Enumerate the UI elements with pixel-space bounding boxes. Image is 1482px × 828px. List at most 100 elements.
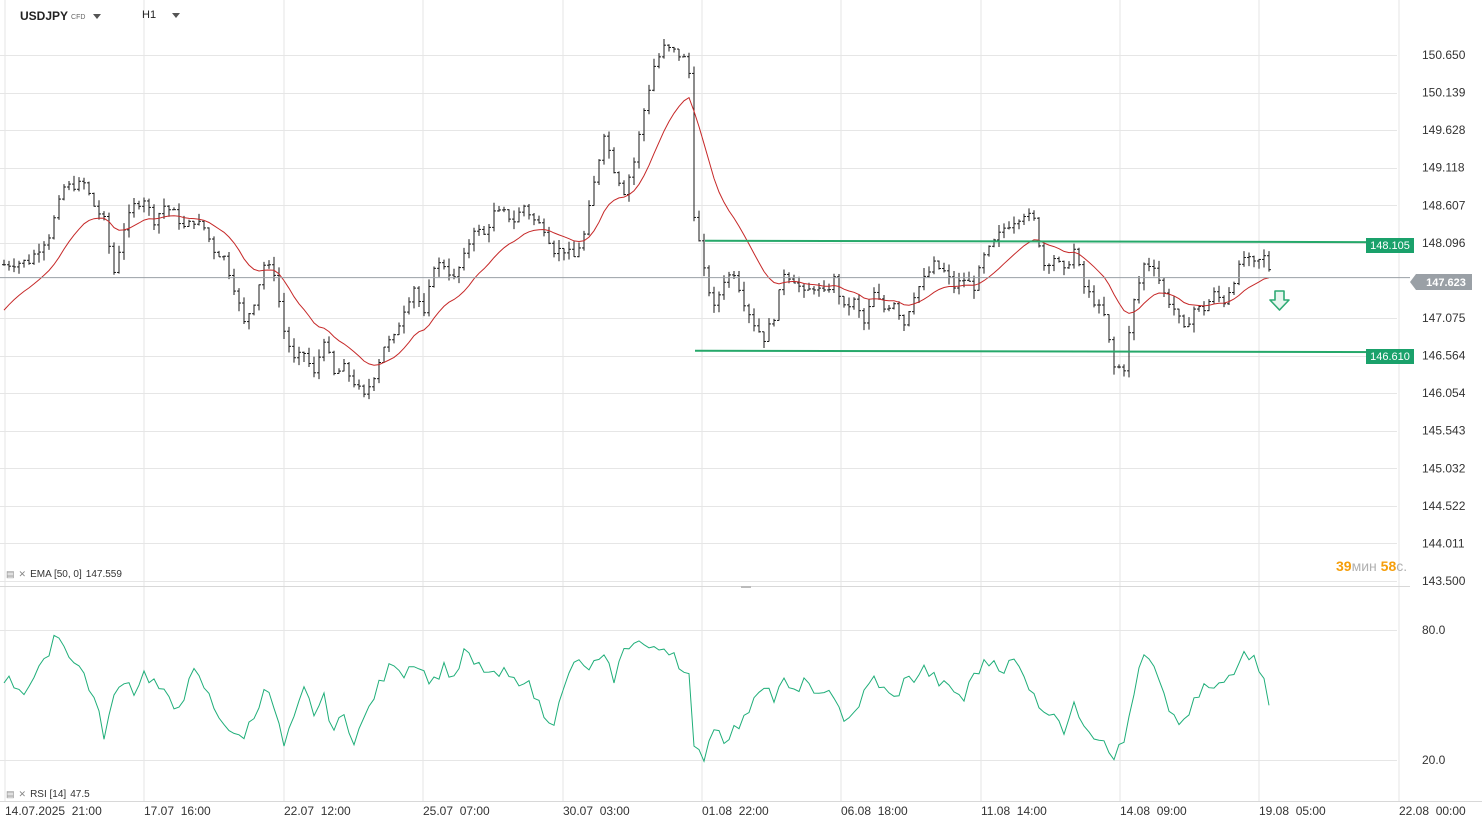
price-bar bbox=[1072, 243, 1076, 269]
price-bar bbox=[1212, 287, 1216, 304]
price-bar bbox=[707, 265, 711, 297]
price-bar bbox=[1262, 249, 1266, 268]
price-bar bbox=[1137, 275, 1141, 304]
rsi-indicator-label[interactable]: ▤ ✕ RSI [14] 47.5 bbox=[6, 789, 90, 800]
price-bar bbox=[517, 207, 521, 223]
price-bar bbox=[127, 204, 131, 238]
price-bar bbox=[137, 200, 141, 210]
price-bar bbox=[22, 259, 26, 268]
price-bar bbox=[842, 295, 846, 308]
timer-minutes-unit: мин bbox=[1351, 558, 1377, 574]
chevron-down-icon[interactable] bbox=[172, 12, 181, 18]
price-bar bbox=[2, 259, 6, 266]
price-bar bbox=[722, 275, 726, 300]
price-bar bbox=[1142, 262, 1146, 291]
close-icon[interactable]: ✕ bbox=[18, 569, 27, 579]
ema-indicator-label[interactable]: ▤ ✕ EMA [50, 0] 147.559 bbox=[6, 569, 122, 580]
price-bar bbox=[332, 350, 336, 376]
price-bar bbox=[337, 368, 341, 374]
price-bar bbox=[347, 361, 351, 382]
price-bar bbox=[227, 251, 231, 280]
price-bar bbox=[587, 200, 591, 236]
price-bar bbox=[1257, 258, 1261, 269]
price-bar bbox=[1017, 219, 1021, 230]
indicator-icon[interactable]: ▤ bbox=[6, 789, 15, 799]
price-bar bbox=[1057, 256, 1061, 263]
price-bar bbox=[1002, 223, 1006, 239]
price-bar bbox=[1152, 259, 1156, 277]
price-bar bbox=[877, 283, 881, 300]
price-tick-label: 145.543 bbox=[1422, 424, 1466, 438]
price-bar bbox=[1067, 261, 1071, 269]
resistance-badge[interactable]: 148.105 bbox=[1366, 238, 1414, 253]
support-line[interactable] bbox=[694, 349, 1413, 354]
price-bar bbox=[82, 177, 86, 190]
price-bar bbox=[1217, 285, 1221, 303]
price-bar bbox=[627, 174, 631, 202]
price-bar bbox=[762, 331, 766, 349]
price-bar bbox=[712, 286, 716, 313]
pane-resize-handle[interactable] bbox=[741, 586, 751, 588]
price-bar bbox=[962, 272, 966, 288]
price-bar bbox=[942, 262, 946, 273]
price-bar bbox=[462, 247, 466, 271]
price-bar bbox=[12, 258, 16, 273]
rsi-name: RSI [14] bbox=[30, 789, 67, 800]
price-bar bbox=[1242, 251, 1246, 267]
price-tick-label: 146.564 bbox=[1422, 349, 1466, 363]
price-bar bbox=[1157, 260, 1161, 284]
price-bar bbox=[872, 287, 876, 308]
time-tick-label: 30.07 03:00 bbox=[563, 804, 630, 818]
indicator-icon[interactable]: ▤ bbox=[6, 569, 15, 579]
price-tick-label: 143.500 bbox=[1422, 574, 1466, 588]
time-tick-label: 19.08 05:00 bbox=[1259, 804, 1326, 818]
price-bar bbox=[917, 285, 921, 303]
price-bar bbox=[552, 240, 556, 258]
price-bar bbox=[542, 218, 546, 237]
price-bar bbox=[667, 44, 671, 52]
price-bar bbox=[1202, 301, 1206, 316]
price-bar bbox=[1112, 336, 1116, 375]
price-bar bbox=[437, 257, 441, 277]
arrow-down-icon bbox=[1269, 290, 1290, 311]
price-bar bbox=[907, 311, 911, 327]
rsi-line bbox=[3, 634, 1270, 763]
price-bar bbox=[512, 210, 516, 230]
time-tick-label: 22.07 12:00 bbox=[284, 804, 351, 818]
price-bar bbox=[532, 212, 536, 226]
price-bar bbox=[252, 304, 256, 316]
rsi-tick-label: 20.0 bbox=[1422, 753, 1446, 767]
price-bar bbox=[767, 318, 771, 342]
price-bar bbox=[237, 288, 241, 312]
price-bar bbox=[1132, 298, 1136, 341]
price-bar bbox=[342, 359, 346, 372]
close-icon[interactable]: ✕ bbox=[18, 789, 27, 799]
price-tick-label: 148.096 bbox=[1422, 236, 1466, 250]
price-bar bbox=[897, 301, 901, 320]
chart-grid bbox=[0, 0, 1482, 802]
price-axis[interactable]: 150.650 150.139 149.628 149.118 148.607 148.0… bbox=[1422, 48, 1466, 588]
time-axis[interactable]: 14.07.2025 21:00 17.07 16:00 22.07 12:00 25… bbox=[5, 804, 1466, 818]
chevron-down-icon[interactable] bbox=[93, 13, 102, 19]
price-bar bbox=[1027, 208, 1031, 222]
price-bar bbox=[992, 238, 996, 248]
symbol-selector[interactable]: USDJPY CFD bbox=[20, 9, 102, 23]
ema-name: EMA [50, 0] bbox=[30, 569, 82, 580]
rsi-axis: 80.0 20.0 bbox=[1422, 623, 1446, 767]
timeframe-selector[interactable]: H1 bbox=[142, 9, 181, 21]
price-bar bbox=[17, 260, 21, 274]
price-bar bbox=[652, 58, 656, 92]
support-badge[interactable]: 146.610 bbox=[1366, 349, 1414, 364]
price-bar bbox=[157, 212, 161, 234]
price-bar bbox=[287, 326, 291, 353]
time-tick-label: 25.07 07:00 bbox=[423, 804, 490, 818]
price-bar bbox=[297, 346, 301, 366]
price-bar bbox=[572, 241, 576, 258]
price-bar bbox=[857, 294, 861, 318]
price-bar bbox=[162, 198, 166, 219]
price-bar bbox=[1177, 308, 1181, 324]
resistance-line[interactable] bbox=[704, 239, 1413, 244]
price-bar bbox=[812, 286, 816, 295]
time-tick-label: 06.08 18:00 bbox=[841, 804, 908, 818]
